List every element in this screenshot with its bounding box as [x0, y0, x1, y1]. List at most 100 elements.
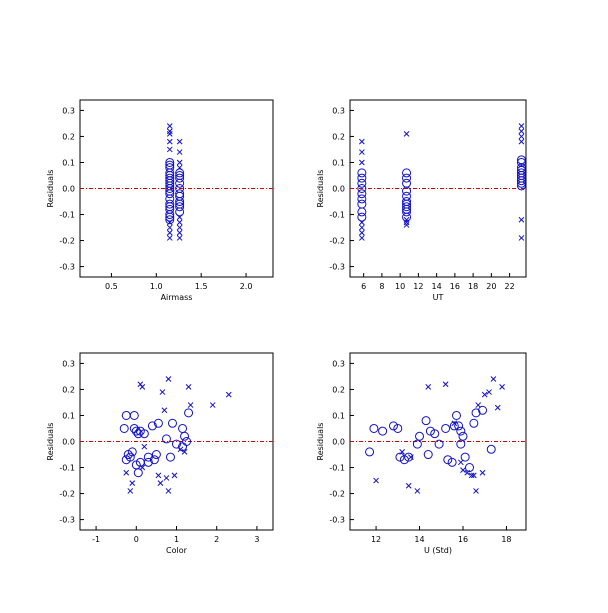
residual-point-circle — [516, 178, 526, 188]
residual-point-cross — [166, 128, 173, 135]
residual-point-circle — [402, 178, 412, 188]
residual-point-circle — [357, 207, 367, 217]
residual-point-cross — [359, 149, 365, 155]
residual-point-cross — [177, 446, 184, 453]
residual-point-circle — [147, 421, 157, 431]
x-tick-label: 16 — [450, 282, 460, 291]
residual-point-circle — [478, 405, 488, 415]
x-tick-label: 14 — [432, 282, 442, 291]
x-tick-label: -1 — [92, 535, 100, 544]
residual-point-cross — [166, 224, 173, 231]
y-tick-label: -0.3 — [59, 263, 75, 272]
y-axis-label: Residuals — [316, 423, 325, 461]
residual-point-circle — [456, 439, 466, 449]
residual-point-circle — [129, 410, 139, 420]
residual-point-cross — [176, 138, 183, 145]
residual-point-circle — [167, 418, 177, 428]
residual-point-cross — [176, 224, 183, 231]
residual-point-circle — [175, 178, 185, 188]
residual-point-circle — [149, 455, 159, 465]
residual-point-cross — [460, 467, 466, 473]
residual-point-circle — [184, 408, 194, 418]
y-tick-label: -0.3 — [329, 516, 345, 525]
residual-point-cross — [166, 229, 173, 236]
y-axis-label: Residuals — [316, 170, 325, 208]
x-tick-label: 20 — [486, 282, 496, 291]
residual-point-circle — [404, 452, 414, 462]
residual-point-cross — [359, 159, 365, 166]
residual-point-cross — [468, 472, 475, 479]
residual-point-circle — [165, 184, 175, 193]
residual-point-circle — [133, 468, 143, 478]
residual-point-cross — [499, 383, 505, 390]
y-tick-label: 0.1 — [332, 158, 345, 167]
x-tick-label: 6 — [361, 282, 366, 291]
residual-point-cross — [166, 130, 173, 137]
residual-point-circle — [516, 176, 526, 186]
residual-point-circle — [125, 452, 135, 462]
residual-point-cross — [481, 391, 488, 398]
residual-point-circle — [175, 207, 185, 217]
y-tick-label: -0.1 — [329, 211, 345, 220]
residual-point-circle — [153, 418, 163, 428]
residual-point-cross — [518, 235, 525, 241]
residual-point-circle — [443, 455, 453, 465]
residual-point-circle — [165, 212, 175, 222]
residual-point-cross — [359, 229, 365, 236]
y-tick-label: 0.2 — [62, 132, 75, 141]
residual-point-cross — [159, 389, 166, 395]
y-tick-label: -0.1 — [329, 464, 345, 473]
residual-point-circle — [458, 431, 468, 441]
x-tick-label: 8 — [379, 282, 384, 291]
residual-point-cross — [163, 475, 170, 481]
residual-point-circle — [175, 197, 185, 207]
residual-point-cross — [166, 123, 173, 129]
residual-point-cross — [373, 477, 379, 484]
x-tick-label: 0.5 — [105, 282, 118, 291]
y-tick-label: -0.1 — [59, 464, 75, 473]
residual-point-circle — [357, 199, 367, 209]
x-tick-label: 1.0 — [150, 282, 163, 291]
scatter-panel-3: -0.3 -0.2 -0.1 0.0 0.1 0.2 0.3 -1 0 1 2 3 Color Resid… — [46, 352, 274, 555]
residual-point-circle — [402, 173, 412, 183]
residual-point-circle — [357, 173, 367, 183]
x-axis-label: Color — [166, 546, 188, 555]
residual-point-circle — [180, 431, 190, 441]
x-tick-label: 1.5 — [195, 282, 208, 291]
x-axis-label: UT — [433, 293, 444, 302]
y-tick-label: 0.0 — [332, 185, 345, 194]
residual-point-circle — [421, 416, 431, 426]
residual-point-circle — [378, 426, 388, 436]
y-tick-label: -0.2 — [59, 237, 75, 246]
residual-point-circle — [143, 457, 153, 467]
residual-point-cross — [518, 123, 525, 129]
residual-point-cross — [403, 222, 410, 228]
residual-point-cross — [139, 383, 146, 390]
residual-point-circle — [388, 421, 398, 431]
residual-point-circle — [357, 212, 367, 222]
residual-point-cross — [176, 159, 183, 166]
residual-point-circle — [182, 437, 192, 446]
x-axis-label: U (Std) — [424, 546, 452, 555]
residual-point-cross — [166, 235, 173, 241]
residual-point-cross — [518, 216, 525, 223]
y-tick-label: 0.3 — [332, 106, 345, 115]
residual-point-circle — [395, 452, 405, 462]
y-tick-label: 0.3 — [332, 359, 345, 368]
y-tick-label: -0.1 — [59, 211, 75, 220]
x-tick-label: 2.0 — [240, 282, 253, 291]
residual-point-cross — [359, 235, 365, 241]
residual-point-circle — [165, 157, 175, 167]
y-tick-label: 0.2 — [62, 385, 75, 394]
residual-point-circle — [402, 212, 412, 222]
residual-point-circle — [357, 189, 367, 199]
x-tick-label: 10 — [395, 282, 405, 291]
residual-point-cross — [161, 407, 168, 414]
residual-point-cross — [209, 402, 216, 408]
residual-point-cross — [479, 469, 486, 476]
residual-point-cross — [129, 480, 136, 487]
residual-point-cross — [176, 214, 183, 220]
residual-point-circle — [402, 186, 412, 196]
residual-point-cross — [518, 133, 525, 140]
